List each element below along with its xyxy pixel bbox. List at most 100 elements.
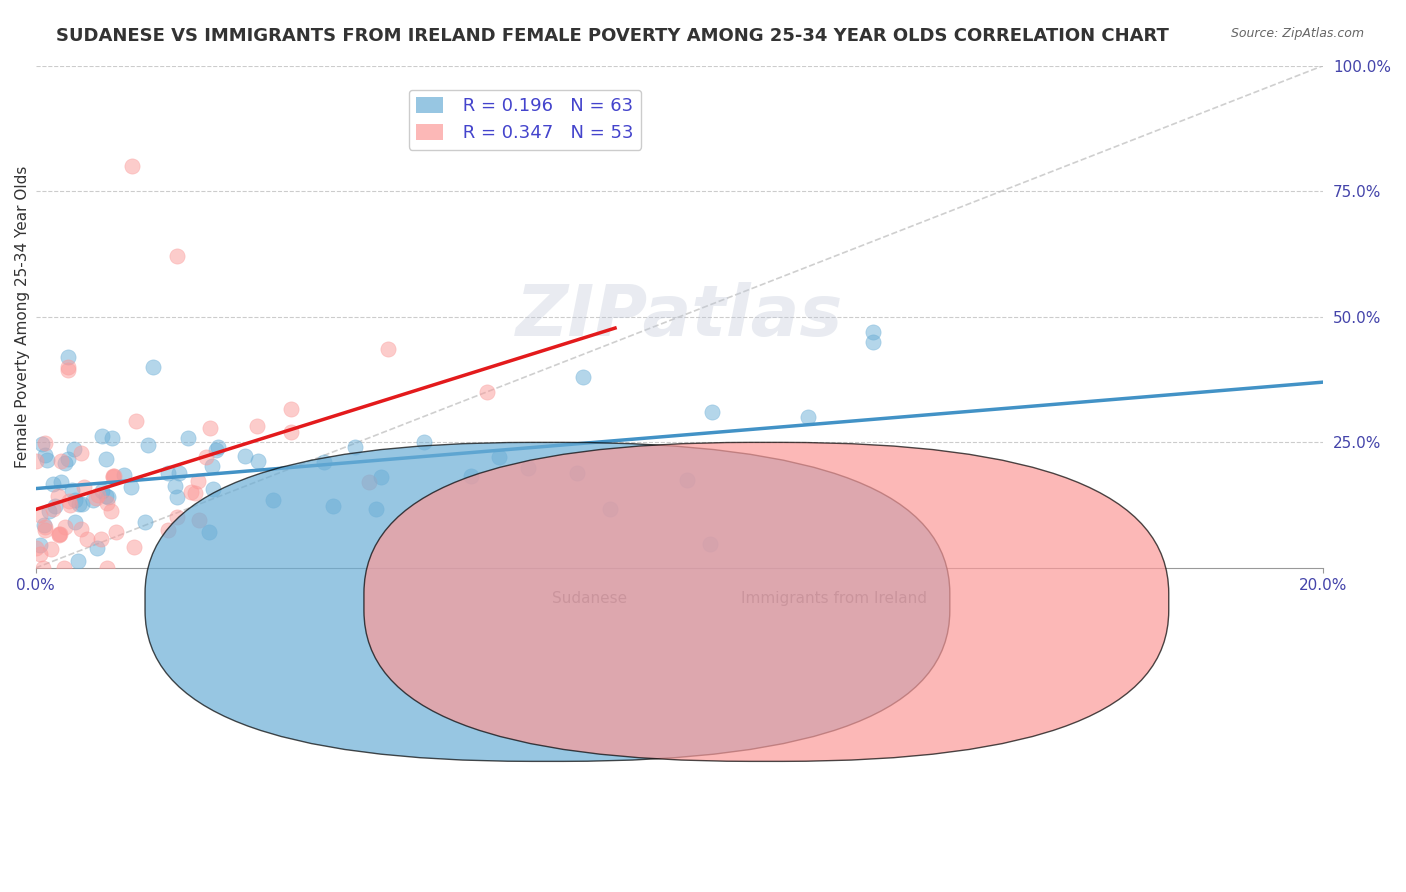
- Point: [58, 494, 80, 508]
- Point: [25, 541, 48, 556]
- Point: [66, 554, 89, 568]
- Point: [122, 541, 145, 555]
- Point: [84, 491, 107, 505]
- Point: [51, 454, 73, 468]
- Point: [42, 477, 65, 491]
- Point: [862, 334, 884, 349]
- Point: [34, 449, 56, 463]
- Point: [475, 385, 498, 400]
- Point: [34, 518, 56, 533]
- Point: [194, 450, 217, 465]
- Point: [166, 250, 188, 264]
- Point: [86, 541, 108, 555]
- Point: [184, 486, 207, 500]
- Point: [82, 492, 104, 507]
- Point: [517, 460, 540, 475]
- Point: [28, 538, 51, 552]
- Point: [112, 468, 135, 483]
- Point: [207, 440, 229, 454]
- Point: [280, 402, 302, 417]
- Point: [96, 561, 118, 575]
- Point: [28, 547, 51, 561]
- Point: [32, 561, 55, 575]
- Point: [48, 527, 70, 541]
- Point: [42, 502, 65, 516]
- Point: [34, 436, 56, 450]
- Point: [262, 492, 284, 507]
- Text: SUDANESE VS IMMIGRANTS FROM IRELAND FEMALE POVERTY AMONG 25-34 YEAR OLDS CORRELA: SUDANESE VS IMMIGRANTS FROM IRELAND FEMA…: [56, 27, 1170, 45]
- Point: [702, 405, 724, 419]
- Point: [312, 455, 335, 469]
- Point: [63, 515, 86, 529]
- Point: [134, 516, 156, 530]
- Point: [187, 474, 209, 488]
- Point: [97, 490, 120, 504]
- Point: [163, 479, 186, 493]
- Point: [63, 493, 86, 508]
- Point: [39, 541, 62, 556]
- Point: [52, 561, 75, 575]
- Text: Sudanese: Sudanese: [551, 591, 627, 607]
- Point: [63, 442, 86, 456]
- Point: [166, 490, 188, 504]
- Point: [94, 451, 117, 466]
- Point: [567, 466, 589, 480]
- Point: [156, 467, 179, 481]
- Point: [167, 467, 190, 481]
- Point: [37, 453, 59, 467]
- Text: Source: ZipAtlas.com: Source: ZipAtlas.com: [1230, 27, 1364, 40]
- Point: [675, 473, 697, 487]
- Point: [124, 414, 146, 428]
- Point: [101, 468, 124, 483]
- Point: [343, 440, 366, 454]
- Point: [377, 342, 399, 356]
- Point: [101, 470, 124, 484]
- Point: [30, 508, 52, 522]
- Point: [460, 468, 482, 483]
- Point: [59, 498, 82, 512]
- Point: [105, 525, 128, 540]
- Point: [357, 475, 380, 490]
- Point: [91, 484, 114, 499]
- Point: [103, 469, 125, 483]
- Point: [121, 159, 143, 173]
- Point: [49, 475, 72, 489]
- Point: [38, 503, 60, 517]
- Point: [53, 456, 76, 470]
- Point: [699, 537, 721, 551]
- Point: [188, 513, 211, 527]
- Point: [70, 497, 93, 511]
- Point: [280, 425, 302, 439]
- Point: [53, 519, 76, 533]
- Point: [94, 489, 117, 503]
- Point: [180, 484, 202, 499]
- Y-axis label: Female Poverty Among 25-34 Year Olds: Female Poverty Among 25-34 Year Olds: [15, 166, 30, 468]
- Point: [366, 502, 388, 516]
- Text: Immigrants from Ireland: Immigrants from Ireland: [741, 591, 927, 607]
- Point: [48, 526, 70, 541]
- Point: [198, 524, 221, 539]
- Point: [322, 500, 344, 514]
- Point: [76, 532, 98, 546]
- Point: [87, 488, 110, 502]
- Text: ZIPatlas: ZIPatlas: [516, 282, 844, 351]
- Point: [370, 470, 392, 484]
- Point: [56, 350, 79, 364]
- Point: [572, 370, 595, 384]
- Point: [157, 523, 180, 537]
- Point: [91, 429, 114, 443]
- Point: [56, 359, 79, 374]
- Point: [200, 458, 222, 473]
- Point: [48, 528, 70, 542]
- Point: [90, 532, 112, 546]
- Point: [120, 480, 142, 494]
- Point: [413, 434, 436, 449]
- Point: [100, 432, 122, 446]
- Point: [100, 504, 122, 518]
- Point: [67, 497, 90, 511]
- Point: [862, 325, 884, 339]
- Point: [198, 421, 221, 435]
- Point: [34, 520, 56, 534]
- Legend:  R = 0.196   N = 63,  R = 0.347   N = 53: R = 0.196 N = 63, R = 0.347 N = 53: [409, 90, 641, 150]
- Point: [56, 362, 79, 376]
